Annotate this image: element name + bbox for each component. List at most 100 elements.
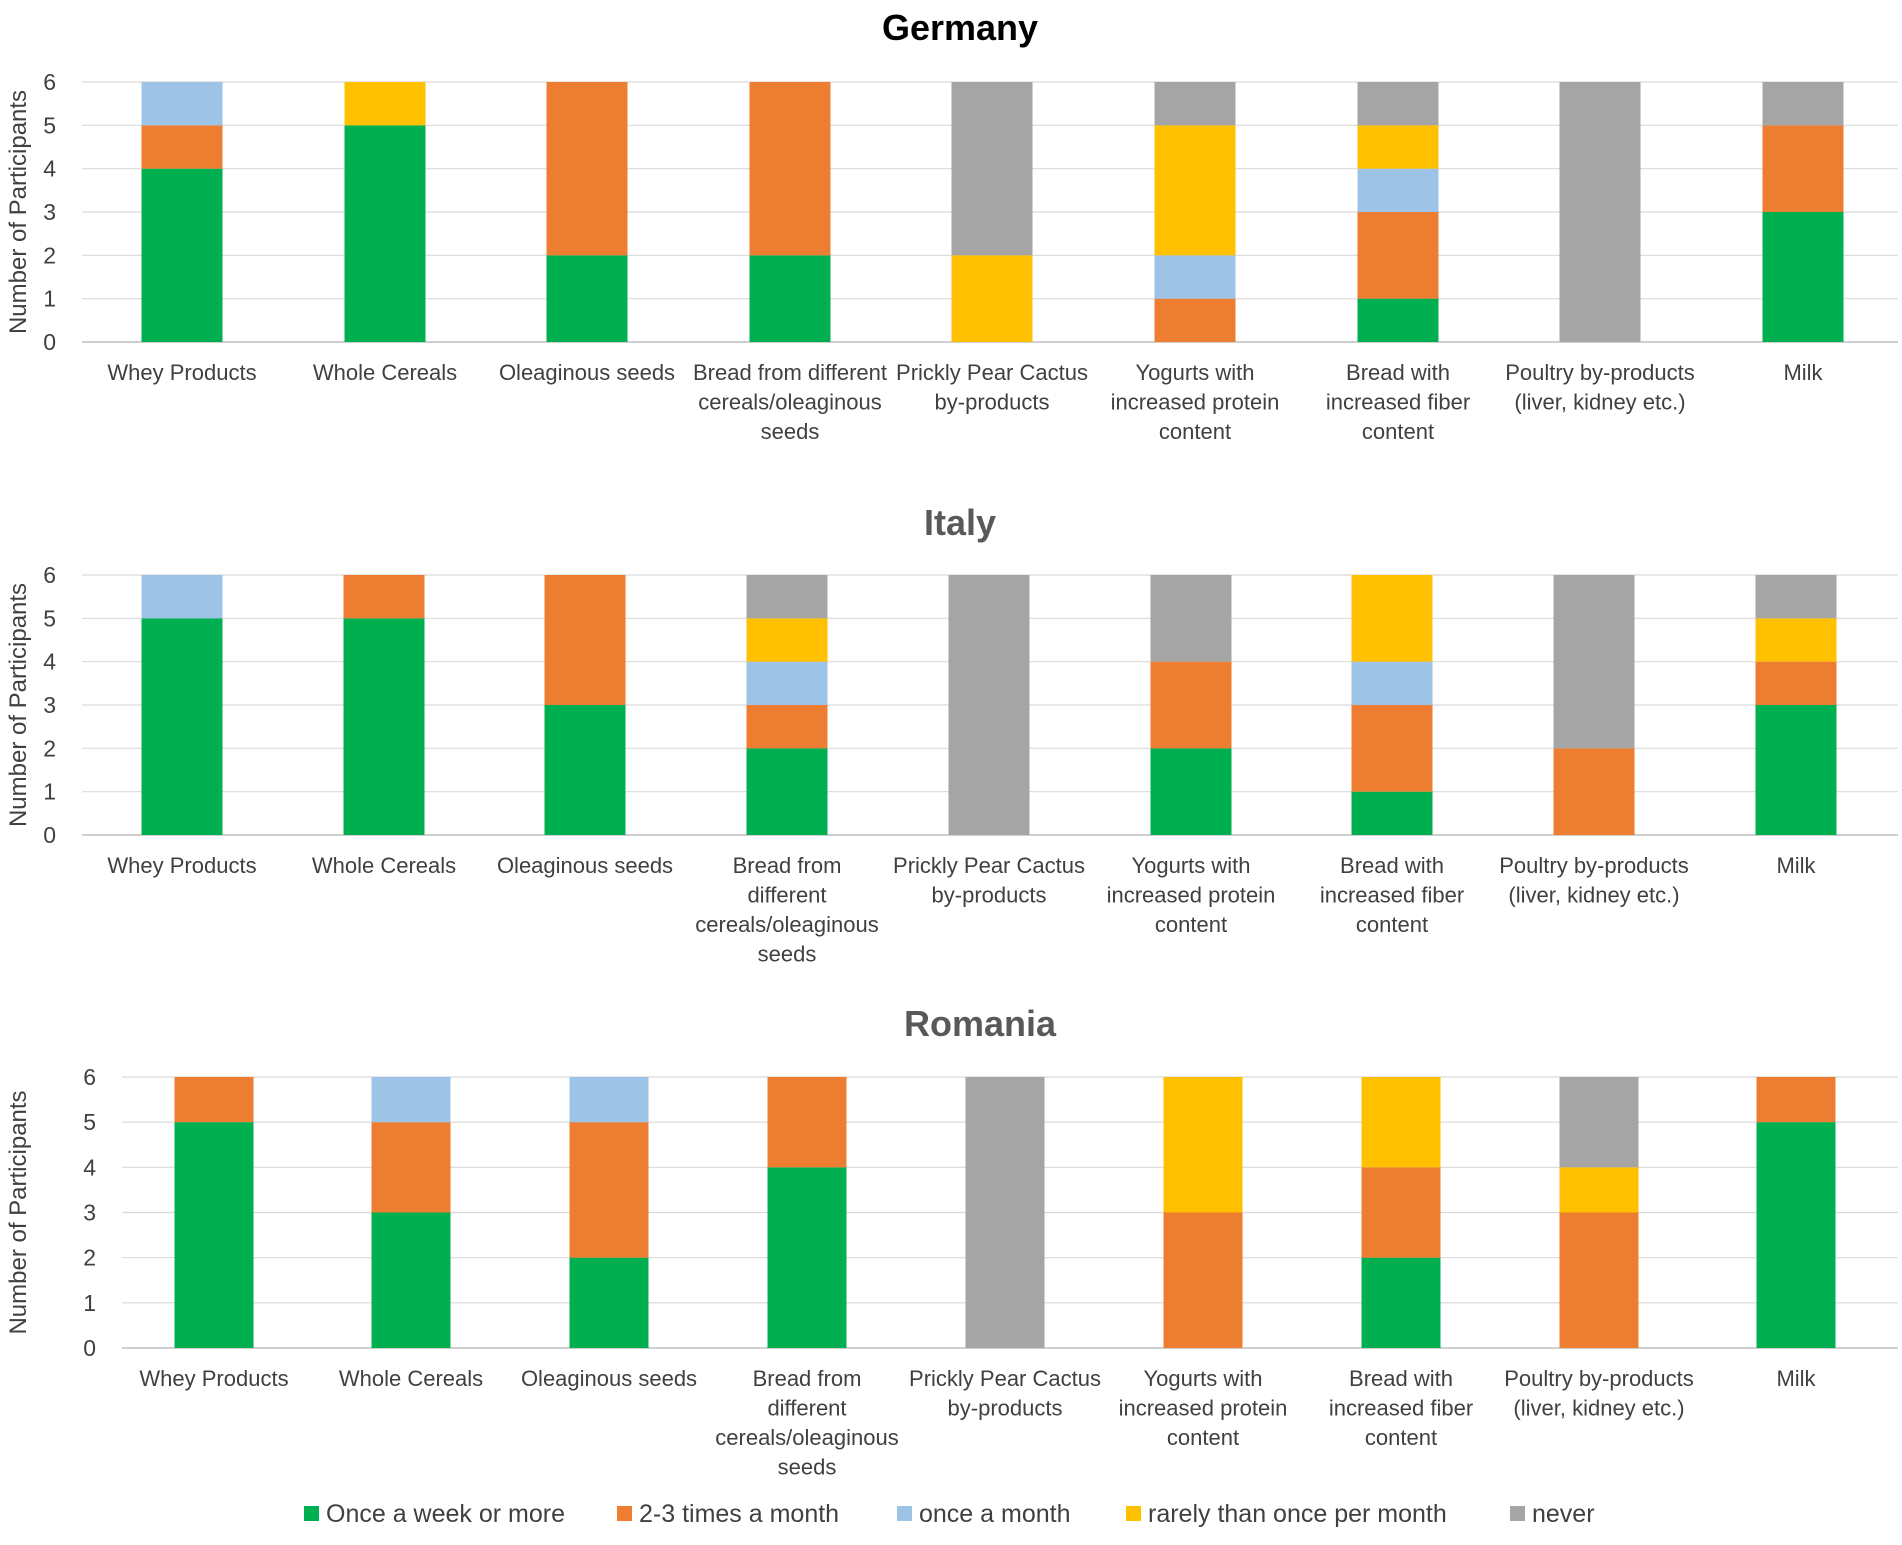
y-tick-label: 4 — [43, 156, 56, 182]
bar-segment-rarely-than-once-per-month — [1361, 1077, 1441, 1168]
category-label: Prickly Pear Cactus by-products — [893, 853, 1085, 908]
bar-segment-2-3-times-a-month — [1559, 1212, 1639, 1348]
category-label: Whey Products — [107, 853, 256, 878]
bar-segment-2-3-times-a-month — [1361, 1167, 1441, 1258]
legend-label: rarely than once per month — [1148, 1500, 1447, 1528]
legend-label: never — [1532, 1500, 1595, 1528]
bar-segment-once-a-week-or-more — [141, 168, 223, 342]
category-label: Bread from different cereals/oleaginous see… — [715, 1366, 898, 1480]
bar-segment-rarely-than-once-per-month — [1163, 1077, 1243, 1213]
bar-segment-2-3-times-a-month — [1150, 661, 1232, 749]
legend-label: 2-3 times a month — [639, 1500, 839, 1528]
category-label: Oleaginous seeds — [499, 360, 675, 385]
legend-swatch — [304, 1506, 319, 1521]
legend-swatch — [617, 1506, 632, 1521]
bar-segment-once-a-week-or-more — [174, 1122, 254, 1348]
y-tick-label: 4 — [83, 1154, 96, 1180]
bar-segment-2-3-times-a-month — [1154, 298, 1236, 342]
bar-segment-once-a-week-or-more — [569, 1257, 649, 1348]
bar-segment-2-3-times-a-month — [343, 575, 425, 619]
category-label: Yogurts with increased protein content — [1107, 853, 1276, 937]
y-tick-label: 5 — [43, 605, 56, 631]
y-tick-label: 2 — [83, 1245, 96, 1271]
y-tick-label: 5 — [83, 1109, 96, 1135]
legend-item: once a month — [897, 1500, 1071, 1528]
bar-segment-2-3-times-a-month — [174, 1077, 254, 1123]
y-tick-label: 3 — [43, 199, 56, 225]
bar-segment-2-3-times-a-month — [141, 125, 223, 169]
bar-segment-2-3-times-a-month — [1553, 748, 1635, 835]
bar-segment-never — [1357, 82, 1439, 126]
bar-segment-rarely-than-once-per-month — [746, 618, 828, 662]
category-label: Bread with increased fiber content — [1326, 360, 1470, 444]
category-label: Yogurts with increased protein content — [1111, 360, 1280, 444]
y-tick-label: 1 — [83, 1290, 96, 1316]
legend-item: never — [1510, 1500, 1595, 1528]
category-label: Poultry by-products (liver, kidney etc.) — [1504, 1366, 1694, 1421]
bar-segment-2-3-times-a-month — [1755, 661, 1837, 705]
bar-segment-never — [1762, 82, 1844, 126]
bar-segment-rarely-than-once-per-month — [1154, 125, 1236, 256]
bar-segment-never — [1559, 1077, 1639, 1168]
category-label: Poultry by-products (liver, kidney etc.) — [1499, 853, 1689, 908]
legend-item: Once a week or more — [304, 1500, 565, 1528]
panel-germany: Germany 0 1 2 3 4 5 6 Number of Participants Whey… — [5, 7, 1898, 444]
category-label: Bread from different cereals/oleaginous se… — [693, 360, 887, 444]
bar-segment-once-a-week-or-more — [343, 618, 425, 835]
category-label: Prickly Pear Cactus by-products — [909, 1366, 1101, 1421]
panel-title: Italy — [924, 502, 996, 543]
y-tick-label: 2 — [43, 242, 56, 268]
bar-segment-2-3-times-a-month — [1351, 705, 1433, 792]
bar-segment-2-3-times-a-month — [1357, 212, 1439, 299]
bar-segment-2-3-times-a-month — [1762, 125, 1844, 212]
y-axis-label: Number of Participants — [5, 1090, 32, 1334]
bar-segment-once-a-week-or-more — [767, 1167, 847, 1348]
bar-segment-once-a-week-or-more — [1351, 791, 1433, 835]
bar-segment-once-a-month — [1351, 661, 1433, 705]
bar-segment-once-a-week-or-more — [1755, 705, 1837, 835]
bar-segment-once-a-month — [1154, 255, 1236, 299]
category-label: Bread with increased fiber content — [1320, 853, 1464, 937]
y-tick-label: 6 — [43, 69, 56, 95]
bar-segment-never — [1150, 575, 1232, 662]
bar-segment-once-a-week-or-more — [1361, 1257, 1441, 1348]
bar-segment-once-a-week-or-more — [1150, 748, 1232, 835]
bar-segment-2-3-times-a-month — [749, 82, 831, 256]
bar-segment-2-3-times-a-month — [746, 705, 828, 749]
bar-segment-never — [1553, 575, 1635, 749]
bar-segment-rarely-than-once-per-month — [1357, 125, 1439, 169]
panel-title: Germany — [882, 7, 1038, 48]
y-tick-label: 5 — [43, 112, 56, 138]
y-tick-label: 2 — [43, 735, 56, 761]
panel-romania: Romania 0 1 2 3 4 5 6 Number of Participants Whey… — [5, 1003, 1898, 1480]
bar-segment-never — [948, 575, 1030, 835]
category-label: Oleaginous seeds — [497, 853, 673, 878]
y-tick-label: 4 — [43, 649, 56, 675]
y-tick-label: 1 — [43, 286, 56, 312]
panel-title: Romania — [904, 1003, 1057, 1044]
y-tick-label: 3 — [43, 692, 56, 718]
y-tick-label: 6 — [83, 1064, 96, 1090]
y-tick-label: 0 — [43, 329, 56, 355]
bar-segment-once-a-week-or-more — [749, 255, 831, 342]
bar-segment-once-a-month — [1357, 168, 1439, 212]
bar-segment-once-a-week-or-more — [344, 125, 426, 342]
category-label: Yogurts with increased protein content — [1119, 1366, 1288, 1450]
category-label: Whey Products — [107, 360, 256, 385]
bar-segment-once-a-week-or-more — [1357, 298, 1439, 342]
y-axis-label: Number of Participants — [5, 583, 32, 827]
legend-label: Once a week or more — [326, 1500, 565, 1528]
bar-segment-once-a-month — [569, 1077, 649, 1123]
bar-segment-2-3-times-a-month — [1756, 1077, 1836, 1123]
bar-segment-rarely-than-once-per-month — [1755, 618, 1837, 662]
bar-segment-2-3-times-a-month — [546, 82, 628, 256]
y-tick-label: 3 — [83, 1200, 96, 1226]
bar-segment-rarely-than-once-per-month — [1351, 575, 1433, 662]
category-label: Whole Cereals — [339, 1366, 483, 1391]
bar-segment-rarely-than-once-per-month — [1559, 1167, 1639, 1213]
bar-segment-once-a-month — [141, 575, 223, 619]
legend-swatch — [1510, 1506, 1525, 1521]
bar-segment-rarely-than-once-per-month — [951, 255, 1033, 342]
bar-segment-once-a-week-or-more — [1762, 212, 1844, 342]
